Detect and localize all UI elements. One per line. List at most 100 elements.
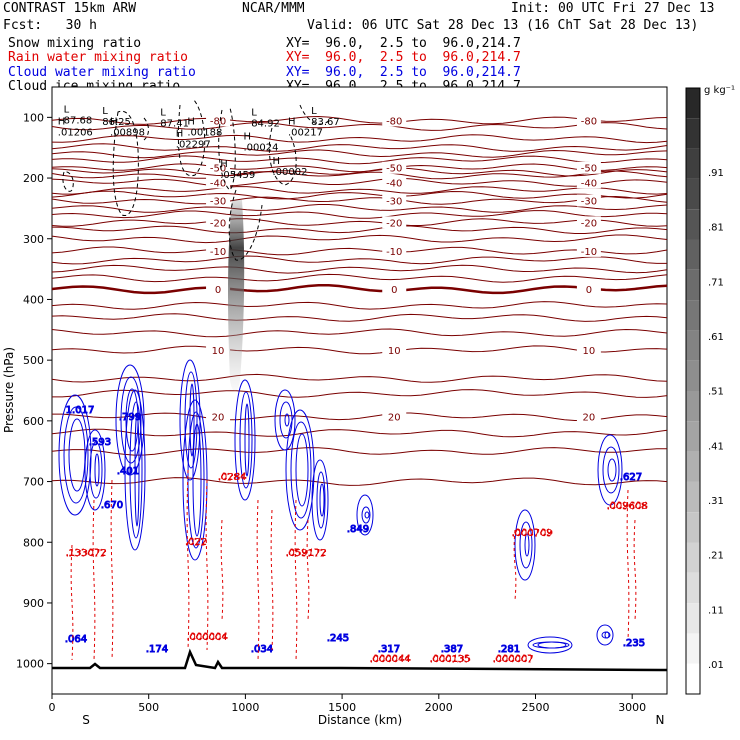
cloud-water-contour (68, 418, 86, 492)
isotherm-label-bg (206, 176, 231, 189)
isotherm-label: 0 (586, 285, 592, 296)
isotherm-label: -10 (581, 247, 597, 258)
rain-contour (110, 479, 114, 661)
cloud-water-contour (604, 631, 610, 639)
isotherm-line (51, 264, 668, 274)
cloud-water-contour (311, 459, 329, 541)
y-axis-title: Pressure (hPa) (2, 347, 16, 433)
rain-value-label: .000709 (511, 528, 552, 539)
isotherm-label: -50 (210, 164, 226, 175)
cloud-water-value-label: .034 (251, 644, 273, 655)
colorbar-swatch (686, 603, 700, 634)
isotherm-label: 10 (583, 346, 596, 357)
isotherm-label-bg (576, 410, 601, 423)
field-rain-xy: XY= 96.0, 2.5 to 96.0,214.7 (286, 50, 521, 65)
isotherm-label-bg (382, 283, 407, 296)
colorbar-label: .01 (708, 660, 724, 671)
y-tick-label: 800 (23, 536, 44, 549)
isotherm-label-bg (382, 161, 407, 174)
cloud-water-contour (129, 401, 143, 539)
isotherm-label: -40 (386, 178, 402, 189)
isotherm-label-bg (576, 161, 601, 174)
rain-value-label: .000044 (369, 654, 410, 665)
cloud-water-contour (189, 383, 195, 457)
isotherm-line (51, 301, 668, 310)
isotherm-line (51, 283, 668, 295)
rain-contour (306, 519, 310, 621)
colorbar-swatch (686, 633, 700, 664)
colorbar-label: .91 (708, 168, 724, 179)
x-tick-label: 500 (138, 701, 159, 714)
isotherm-label-bg (576, 283, 601, 296)
y-tick-label: 500 (23, 354, 44, 367)
extremum-marker: H (220, 159, 228, 170)
colorbar-swatch (686, 663, 700, 694)
isotherm-label: -20 (386, 218, 402, 229)
cloud-water-contour (89, 441, 103, 499)
isotherm-label-bg (206, 194, 231, 207)
cloud-water-contour (319, 483, 325, 517)
isotherm-label: -80 (581, 116, 597, 127)
colorbar-label: .21 (708, 551, 724, 562)
extremum-value: 84.92 (251, 118, 280, 129)
cloud-water-contour (84, 429, 106, 511)
colorbar-swatch (686, 391, 700, 422)
extremum-value: .05459 (220, 170, 255, 181)
cloud-water-value-label: .174 (146, 644, 168, 655)
colorbar-label: .51 (708, 387, 724, 398)
isotherm-line (51, 149, 668, 159)
cloud-water-value-label: .593 (89, 437, 111, 448)
isotherm-line (51, 204, 668, 213)
extremum-marker: L (311, 106, 317, 117)
isotherm-label: 0 (391, 285, 397, 296)
org-label: NCAR/MMM (242, 1, 305, 16)
cloud-water-value-label: .670 (101, 500, 123, 511)
colorbar-swatch (686, 148, 700, 179)
field-cloudwater-xy: XY= 96.0, 2.5 to 96.0,214.7 (286, 65, 521, 80)
isotherm-label-bg (576, 176, 601, 189)
isotherm-line (51, 134, 668, 144)
cloud-water-value-label: .245 (327, 633, 349, 644)
colorbar-swatch (686, 421, 700, 452)
snow-plume (228, 200, 245, 392)
colorbar-swatch (686, 118, 700, 149)
cloud-water-contour (244, 403, 250, 477)
cloud-water-value-label: .064 (65, 634, 87, 645)
cloud-water-contours: 1.017 .593 .799 .401 .670 .849 .627 .064 .174 .03… (58, 359, 646, 656)
cloud-water-contour (361, 506, 371, 524)
y-tick-label: 100 (23, 111, 44, 124)
isotherm-line (51, 167, 668, 177)
x-tick-label: 1000 (231, 701, 259, 714)
cloud-water-value-label: .387 (441, 644, 463, 655)
isotherm-line (51, 345, 668, 355)
colorbar-swatch (686, 178, 700, 210)
rain-value-label: .009608 (606, 501, 647, 512)
isotherm-label-bg (382, 244, 407, 257)
colorbar-unit: g kg⁻¹ (704, 85, 735, 96)
isotherm-label-bg (206, 343, 231, 356)
isotherm-line (51, 225, 668, 234)
colorbar-swatch (686, 239, 700, 270)
rain-value-label: .000135 (429, 654, 470, 665)
extremum-value: 86.25 (102, 117, 131, 128)
isotherm-line (51, 195, 668, 205)
cloud-water-contour (514, 509, 536, 581)
extremum-value: 83.67 (311, 117, 340, 128)
colorbar-label: .11 (708, 605, 724, 616)
forecast-hour: Fcst: 30 h (3, 18, 97, 33)
x-axis: 0 500 1000 1500 2000 2500 3000 (49, 694, 646, 714)
rain-contour (633, 519, 637, 621)
cloud-water-contour (239, 391, 253, 489)
cloud-water-contour (597, 434, 623, 506)
isotherm-label-bg (382, 410, 407, 423)
colorbar-swatch (686, 88, 700, 119)
x-tick-label: 3000 (618, 701, 646, 714)
y-tick-label: 900 (23, 597, 44, 610)
isotherm-label-bg (206, 244, 231, 257)
isotherm-label-bg (382, 343, 407, 356)
extremum-marker: L (102, 106, 108, 117)
colorbar-label: .41 (708, 441, 724, 452)
extremum-value: .01206 (58, 128, 93, 139)
x-tick-label: 2500 (521, 701, 549, 714)
